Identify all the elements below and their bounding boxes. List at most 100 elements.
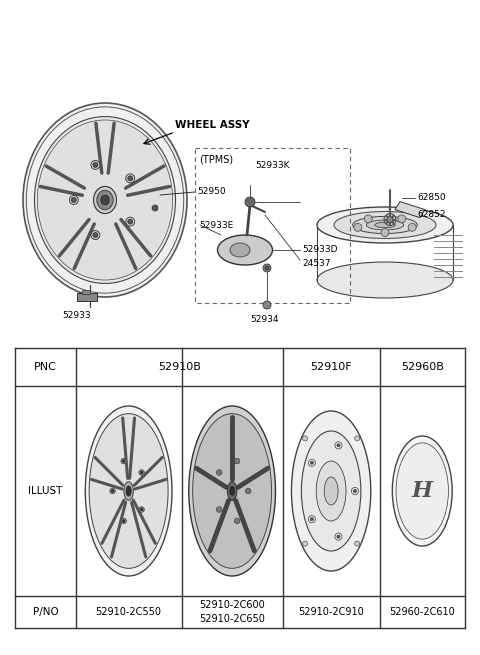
Ellipse shape	[334, 212, 436, 238]
Ellipse shape	[228, 481, 237, 500]
Circle shape	[355, 541, 360, 546]
Circle shape	[122, 460, 125, 462]
Ellipse shape	[375, 222, 395, 228]
Text: 52910-2C550: 52910-2C550	[96, 607, 162, 617]
Text: 62850: 62850	[417, 193, 445, 202]
Circle shape	[234, 458, 240, 464]
Text: 24537: 24537	[302, 259, 331, 267]
Ellipse shape	[126, 486, 131, 496]
Circle shape	[263, 301, 271, 309]
Circle shape	[140, 508, 143, 511]
Ellipse shape	[97, 191, 113, 210]
Circle shape	[152, 205, 158, 211]
Text: 52933: 52933	[62, 310, 91, 320]
Circle shape	[111, 490, 114, 493]
Ellipse shape	[89, 414, 168, 569]
Circle shape	[337, 535, 340, 538]
Ellipse shape	[291, 411, 371, 571]
Circle shape	[384, 214, 396, 225]
Text: 52933K: 52933K	[255, 162, 289, 170]
Circle shape	[216, 470, 222, 476]
Text: 52950: 52950	[197, 187, 226, 196]
Text: 52934: 52934	[250, 316, 278, 324]
Circle shape	[140, 471, 143, 474]
Ellipse shape	[23, 103, 187, 297]
Ellipse shape	[324, 477, 338, 505]
Text: ILLUST: ILLUST	[28, 486, 62, 496]
Ellipse shape	[392, 436, 452, 546]
Circle shape	[302, 436, 308, 441]
Bar	[77, 293, 97, 301]
Circle shape	[408, 223, 416, 231]
Circle shape	[139, 470, 144, 476]
Text: WHEEL ASSY: WHEEL ASSY	[175, 120, 250, 130]
Circle shape	[335, 533, 342, 540]
Circle shape	[93, 162, 98, 168]
Circle shape	[308, 459, 315, 466]
Circle shape	[216, 507, 222, 512]
Ellipse shape	[192, 414, 272, 569]
Ellipse shape	[230, 487, 234, 495]
Ellipse shape	[396, 443, 448, 539]
Text: PNC: PNC	[34, 362, 57, 372]
Ellipse shape	[353, 216, 417, 234]
Polygon shape	[395, 202, 425, 217]
Circle shape	[93, 233, 98, 238]
Text: 52960-2C610: 52960-2C610	[389, 607, 455, 617]
Circle shape	[234, 518, 240, 524]
Circle shape	[310, 461, 313, 464]
Circle shape	[128, 219, 132, 224]
Ellipse shape	[317, 262, 453, 298]
Text: 52910B: 52910B	[158, 362, 201, 372]
Ellipse shape	[26, 107, 184, 293]
Circle shape	[337, 444, 340, 447]
Circle shape	[110, 488, 115, 494]
Text: 52910F: 52910F	[310, 362, 352, 372]
Text: 62852: 62852	[417, 210, 445, 219]
Circle shape	[310, 517, 313, 521]
Text: 52933D: 52933D	[302, 246, 337, 255]
Circle shape	[335, 441, 342, 449]
Circle shape	[121, 518, 127, 524]
Circle shape	[354, 223, 362, 231]
Ellipse shape	[366, 220, 404, 230]
Ellipse shape	[301, 431, 361, 551]
Circle shape	[91, 231, 100, 240]
Circle shape	[398, 215, 406, 223]
Ellipse shape	[37, 120, 173, 280]
Ellipse shape	[230, 243, 250, 257]
Bar	[82, 290, 90, 294]
Ellipse shape	[317, 207, 453, 243]
Ellipse shape	[94, 187, 117, 214]
Ellipse shape	[217, 235, 273, 265]
Circle shape	[91, 160, 100, 170]
Circle shape	[128, 176, 132, 181]
Circle shape	[121, 458, 127, 464]
Circle shape	[387, 217, 393, 223]
Circle shape	[353, 489, 357, 493]
Circle shape	[69, 195, 78, 204]
Circle shape	[122, 519, 125, 522]
Circle shape	[381, 229, 389, 236]
Ellipse shape	[85, 406, 172, 576]
Ellipse shape	[316, 461, 346, 521]
Ellipse shape	[35, 117, 176, 284]
Text: 52910-2C600
52910-2C650: 52910-2C600 52910-2C650	[199, 599, 265, 624]
Text: 52910-2C910: 52910-2C910	[298, 607, 364, 617]
Circle shape	[355, 436, 360, 441]
Circle shape	[126, 217, 135, 226]
Circle shape	[265, 266, 269, 270]
Text: (TPMS): (TPMS)	[199, 155, 233, 165]
Circle shape	[126, 174, 135, 183]
Circle shape	[302, 541, 308, 546]
Circle shape	[72, 198, 76, 202]
Circle shape	[351, 487, 359, 495]
Ellipse shape	[101, 195, 109, 205]
Circle shape	[308, 515, 315, 523]
Circle shape	[245, 488, 251, 494]
Ellipse shape	[189, 406, 276, 576]
Circle shape	[245, 197, 255, 207]
Circle shape	[364, 215, 372, 223]
Circle shape	[139, 507, 144, 512]
Circle shape	[263, 264, 271, 272]
